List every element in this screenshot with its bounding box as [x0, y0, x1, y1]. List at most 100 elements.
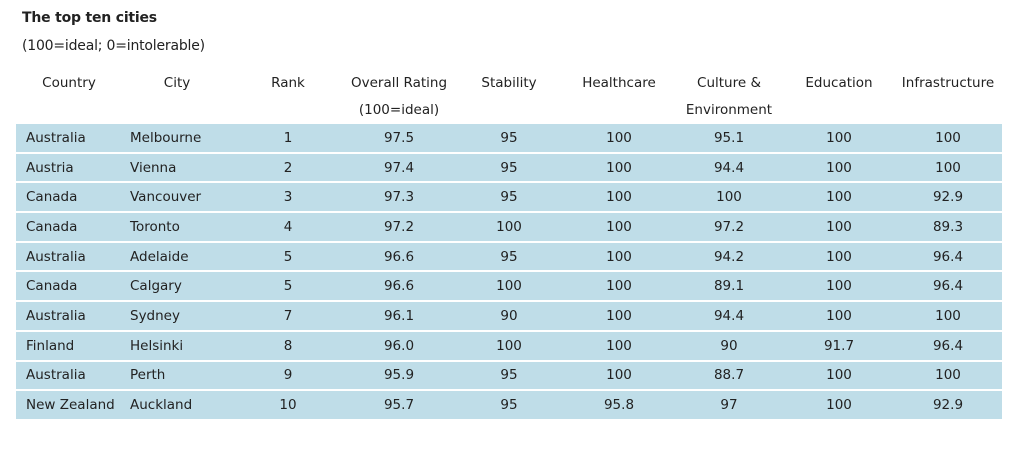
column-header-label: Infrastructure	[901, 75, 995, 91]
column-header-infrastructure: Infrastructure	[894, 66, 1002, 124]
column-header-label: Culture &	[697, 75, 761, 91]
table-row: Canada Vancouver 3 97.3 95 100 100 100 92.9	[16, 183, 1002, 214]
cell-education: 100	[784, 391, 894, 421]
cell-education: 100	[784, 361, 894, 392]
cell-overall: 95.7	[344, 391, 454, 421]
cell-culture: 95.1	[674, 124, 784, 154]
cell-infrastructure: 96.4	[894, 272, 1002, 303]
cell-education: 100	[784, 124, 894, 154]
cell-stability: 100	[454, 213, 564, 243]
cell-culture: 100	[674, 183, 784, 214]
table-row: Australia Adelaide 5 96.6 95 100 94.2 100 96.4	[16, 242, 1002, 273]
column-header-stability: Stability	[454, 66, 564, 124]
cell-rank: 3	[232, 183, 344, 214]
table-row: Australia Perth 9 95.9 95 100 88.7 100 100	[16, 361, 1002, 392]
cell-overall: 96.0	[344, 331, 454, 362]
cell-overall: 96.1	[344, 302, 454, 332]
cell-culture: 94.2	[674, 242, 784, 273]
cell-country: Finland	[16, 331, 122, 362]
table-row: Austria Vienna 2 97.4 95 100 94.4 100 100	[16, 153, 1002, 184]
table-body: Australia Melbourne 1 97.5 95 100 95.1 100 100 Au…	[16, 124, 1002, 421]
table-header: Country City Rank Overall Rating (100=ideal)…	[16, 66, 1002, 124]
table-row: Australia Sydney 7 96.1 90 100 94.4 100 100	[16, 302, 1002, 332]
cell-rank: 8	[232, 331, 344, 362]
column-header-culture: Culture & Environment	[674, 66, 784, 124]
column-header-city: City	[122, 66, 232, 124]
cell-overall: 96.6	[344, 242, 454, 273]
table-title: The top ten cities	[22, 10, 157, 26]
column-header-healthcare: Healthcare	[564, 66, 674, 124]
cell-healthcare: 100	[564, 183, 674, 214]
cell-culture: 90	[674, 331, 784, 362]
cell-infrastructure: 100	[894, 361, 1002, 392]
cell-rank: 4	[232, 213, 344, 243]
cell-culture: 97	[674, 391, 784, 421]
cell-overall: 97.2	[344, 213, 454, 243]
cell-country: Austria	[16, 153, 122, 184]
column-header-rank: Rank	[232, 66, 344, 124]
cell-city: Perth	[122, 361, 232, 392]
cell-country: Australia	[16, 242, 122, 273]
table-subtitle: (100=ideal; 0=intolerable)	[22, 38, 205, 54]
cell-healthcare: 100	[564, 272, 674, 303]
column-header-label: Education	[805, 75, 873, 91]
cell-city: Melbourne	[122, 124, 232, 154]
cell-healthcare: 100	[564, 242, 674, 273]
column-header-sublabel: (100=ideal)	[358, 102, 440, 118]
column-header-overall: Overall Rating (100=ideal)	[344, 66, 454, 124]
cell-education: 100	[784, 213, 894, 243]
cell-education: 100	[784, 183, 894, 214]
cell-city: Adelaide	[122, 242, 232, 273]
cell-infrastructure: 100	[894, 153, 1002, 184]
column-header-label: Stability	[481, 75, 537, 91]
cell-healthcare: 100	[564, 124, 674, 154]
cell-infrastructure: 92.9	[894, 391, 1002, 421]
cell-healthcare: 95.8	[564, 391, 674, 421]
table-row: Canada Toronto 4 97.2 100 100 97.2 100 89.3	[16, 213, 1002, 243]
table-row: Canada Calgary 5 96.6 100 100 89.1 100 96.4	[16, 272, 1002, 303]
column-header-label: Healthcare	[582, 75, 656, 91]
header-row: Country City Rank Overall Rating (100=ideal)…	[16, 66, 1002, 124]
cell-country: Canada	[16, 272, 122, 303]
column-header-label: City	[163, 75, 191, 91]
cell-stability: 100	[454, 331, 564, 362]
cell-country: Canada	[16, 183, 122, 214]
cell-culture: 97.2	[674, 213, 784, 243]
cell-rank: 5	[232, 242, 344, 273]
cell-education: 100	[784, 153, 894, 184]
cell-rank: 5	[232, 272, 344, 303]
cell-city: Vienna	[122, 153, 232, 184]
cell-country: Australia	[16, 361, 122, 392]
cell-healthcare: 100	[564, 361, 674, 392]
cell-culture: 89.1	[674, 272, 784, 303]
cell-stability: 90	[454, 302, 564, 332]
table-row: New Zealand Auckland 10 95.7 95 95.8 97 100 92.9	[16, 391, 1002, 421]
cell-infrastructure: 92.9	[894, 183, 1002, 214]
cell-overall: 95.9	[344, 361, 454, 392]
cell-overall: 96.6	[344, 272, 454, 303]
cell-city: Helsinki	[122, 331, 232, 362]
cell-healthcare: 100	[564, 153, 674, 184]
cell-stability: 95	[454, 391, 564, 421]
cell-culture: 88.7	[674, 361, 784, 392]
cell-infrastructure: 100	[894, 124, 1002, 154]
cell-stability: 95	[454, 361, 564, 392]
cell-rank: 7	[232, 302, 344, 332]
cell-city: Sydney	[122, 302, 232, 332]
table-row: Australia Melbourne 1 97.5 95 100 95.1 100 100	[16, 124, 1002, 154]
cities-table: Country City Rank Overall Rating (100=ideal)…	[16, 66, 1002, 421]
cell-healthcare: 100	[564, 331, 674, 362]
cell-stability: 95	[454, 153, 564, 184]
cell-rank: 9	[232, 361, 344, 392]
cell-overall: 97.5	[344, 124, 454, 154]
cell-city: Toronto	[122, 213, 232, 243]
table-row: Finland Helsinki 8 96.0 100 100 90 91.7 96.4	[16, 331, 1002, 362]
cell-country: Australia	[16, 302, 122, 332]
cell-overall: 97.3	[344, 183, 454, 214]
cell-country: New Zealand	[16, 391, 122, 421]
cell-healthcare: 100	[564, 213, 674, 243]
cell-stability: 95	[454, 183, 564, 214]
cell-stability: 100	[454, 272, 564, 303]
cell-culture: 94.4	[674, 153, 784, 184]
cell-infrastructure: 96.4	[894, 242, 1002, 273]
